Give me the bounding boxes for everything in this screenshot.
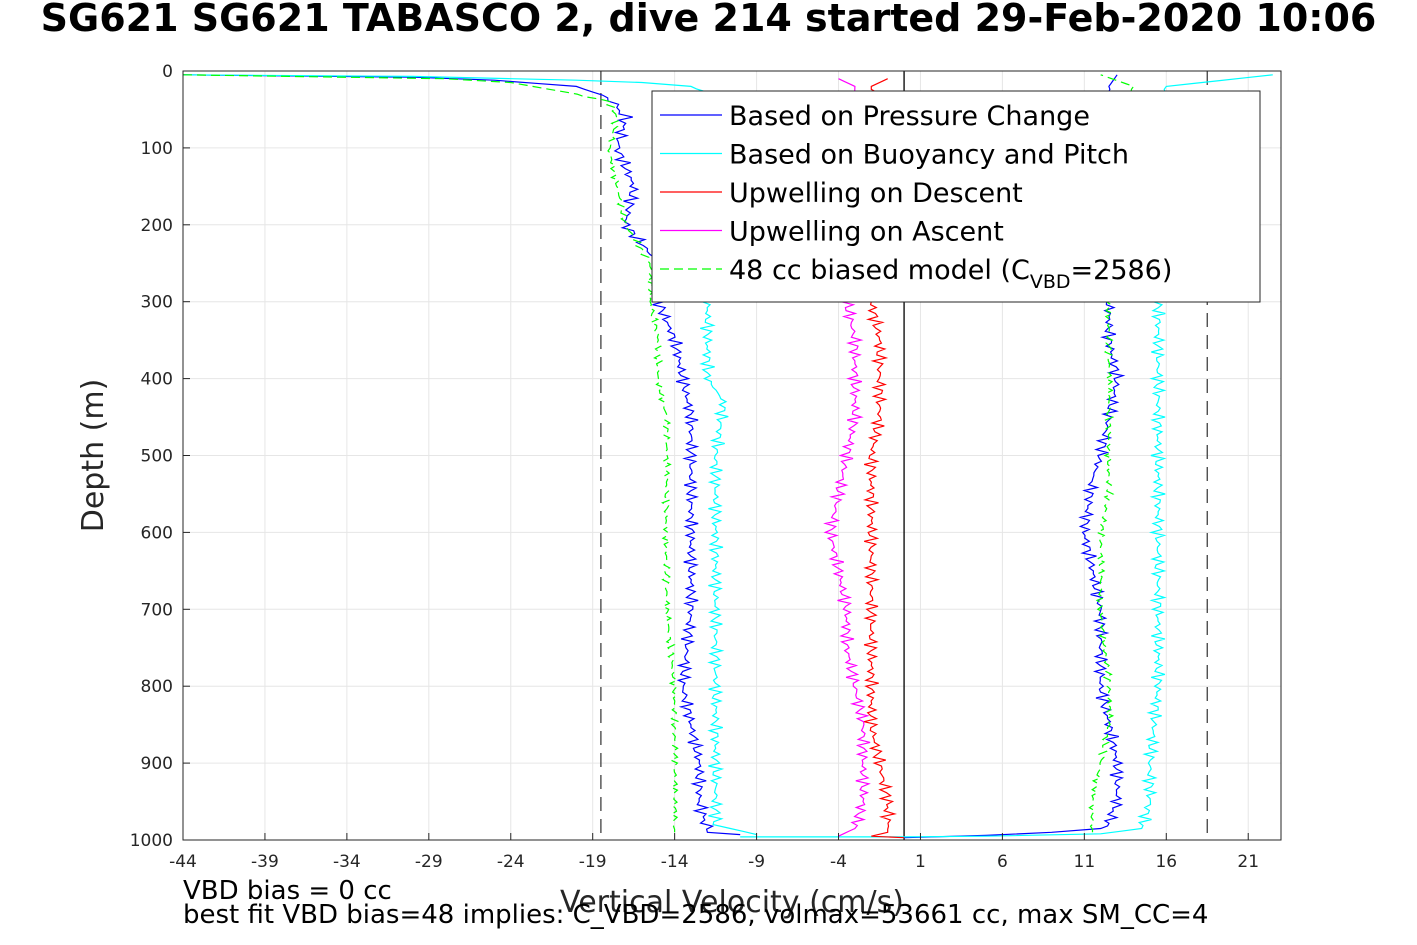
x-tick-label: -4	[830, 852, 847, 872]
x-tick-label: -9	[748, 852, 765, 872]
x-tick-label: 6	[997, 852, 1008, 872]
y-tick-label: 100	[141, 139, 173, 159]
vbd-bias-note: VBD bias = 0 cc	[183, 876, 392, 906]
x-tick-label: 1	[915, 852, 926, 872]
series-line-48-cc-biased-model-c-vbd-2586-descent	[182, 74, 681, 833]
y-tick-label: 0	[162, 62, 173, 82]
y-tick-label: 900	[141, 754, 173, 774]
x-tick-label: -19	[579, 852, 607, 872]
legend-entry: Upwelling on Descent	[729, 178, 1023, 209]
legend-entry-text-end: =2586)	[1071, 255, 1173, 286]
x-axis-label: Vertical Velocity (cm/s)	[560, 885, 904, 920]
legend-entry-subscript: VBD	[1030, 271, 1071, 293]
y-tick-label: 1000	[130, 831, 173, 851]
legend-entry: 48 cc biased model (CVBD=2586)	[729, 255, 1172, 293]
legend-entry: Based on Pressure Change	[729, 101, 1090, 132]
x-tick-label: 16	[1155, 852, 1177, 872]
legend-entry: Upwelling on Ascent	[729, 217, 1004, 248]
x-tick-label: -34	[333, 852, 361, 872]
x-tick-label: -29	[415, 852, 443, 872]
y-tick-label: 800	[141, 677, 173, 697]
x-tick-label: -14	[661, 852, 689, 872]
y-tick-label: 400	[141, 370, 173, 390]
y-tick-label: 700	[141, 600, 173, 620]
y-tick-label: 200	[141, 216, 173, 236]
x-tick-label: -39	[251, 852, 279, 872]
y-tick-label: 300	[141, 293, 173, 313]
legend-box	[651, 90, 1261, 303]
x-tick-label: -44	[169, 852, 197, 872]
y-axis-label: Depth (m)	[76, 379, 111, 533]
series-line-based-on-pressure-change-descent	[182, 74, 741, 836]
chart-title: SG621 SG621 TABASCO 2, dive 214 started …	[40, 0, 1377, 40]
legend: Based on Pressure Change Based on Buoyanc…	[651, 90, 1261, 303]
legend-entry: Based on Buoyancy and Pitch	[729, 140, 1129, 171]
y-tick-label: 600	[141, 523, 173, 543]
axis-ticks: -44 -39 -34 -29 -24 -19 -14 -9 -4 1 6 11 16 210100200…	[130, 62, 1259, 872]
x-tick-label: -24	[497, 852, 525, 872]
legend-entry-text: 48 cc biased model (C	[729, 255, 1030, 286]
x-tick-label: 21	[1237, 852, 1259, 872]
y-tick-label: 500	[141, 447, 173, 467]
x-tick-label: 11	[1074, 852, 1096, 872]
best-fit-note: best fit VBD bias=48 implies: C_VBD=2586…	[183, 900, 1209, 930]
